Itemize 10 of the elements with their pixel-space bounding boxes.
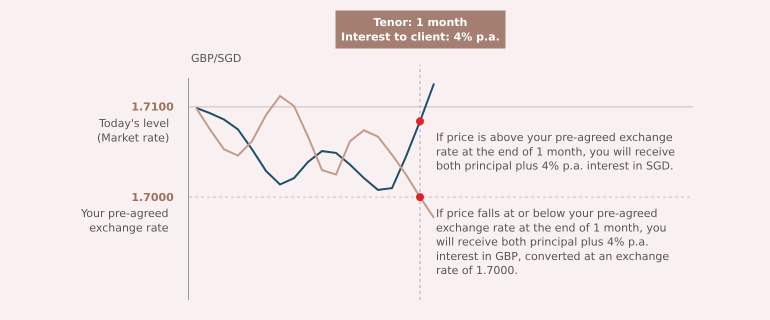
y-tick-label: 1.7100	[131, 100, 174, 114]
line-series	[195, 95, 435, 219]
y-axis-title: GBP/SGD	[191, 52, 242, 65]
annotation: If price is above your pre-agreed exchange rate at the end of 1 month, you will receive both principal plus 4% p.a. interest in SGD.	[436, 131, 676, 173]
line-series	[195, 82, 435, 191]
y-tick-label: 1.7000	[131, 190, 174, 204]
ref-line-label: Today's level (Market rate)	[97, 117, 170, 144]
text: Tenor: 1 month Interest to client: 4% p.a.	[341, 16, 500, 44]
ref-line-label: Your pre-agreed exchange rate	[80, 207, 169, 234]
annotation: If price falls at or below your pre-agreed exchange rate at the end of 1 month, you will receive both principal plus 4% p.a. interest in GBP, converted at an exchange rate of 1.7000.	[436, 207, 670, 278]
